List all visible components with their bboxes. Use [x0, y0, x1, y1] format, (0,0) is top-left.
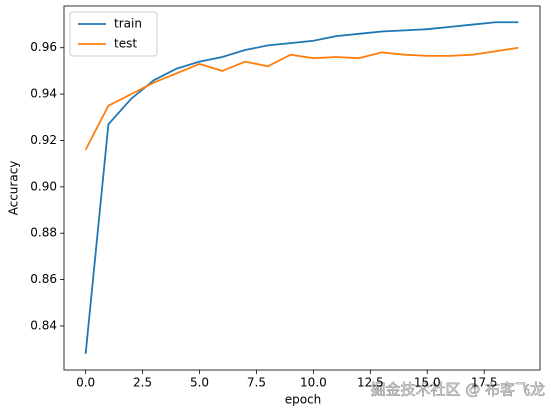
legend-box — [69, 11, 158, 57]
line-series — [84, 21, 519, 354]
x-axis-label: epoch — [285, 393, 322, 407]
y-tick-label: 0.92 — [30, 133, 57, 147]
watermark: 掘金技术社区 @ 布客飞龙 — [370, 381, 545, 399]
y-tick-label: 0.84 — [30, 318, 57, 332]
y-tick-label: 0.96 — [30, 40, 57, 54]
x-tick-label: 2.5 — [133, 376, 152, 390]
y-tick-label: 0.88 — [30, 226, 57, 240]
x-tick-label: 5.0 — [190, 376, 209, 390]
x-tick-label: 17.5 — [471, 376, 498, 390]
y-axis-label: Accuracy — [7, 161, 21, 216]
x-tick-label: 10.0 — [300, 376, 327, 390]
y-tick-label: 0.94 — [30, 87, 57, 101]
plot-frame — [63, 5, 541, 371]
legend-label: train — [114, 17, 142, 31]
x-tick-label: 15.0 — [414, 376, 441, 390]
y-tick-label: 0.86 — [30, 272, 57, 286]
line-series — [84, 46, 519, 151]
legend-label: test — [114, 37, 137, 51]
y-tick-label: 0.90 — [30, 179, 57, 193]
x-tick-label: 7.5 — [247, 376, 266, 390]
x-tick-label: 0.0 — [76, 376, 95, 390]
x-tick-label: 12.5 — [357, 376, 384, 390]
